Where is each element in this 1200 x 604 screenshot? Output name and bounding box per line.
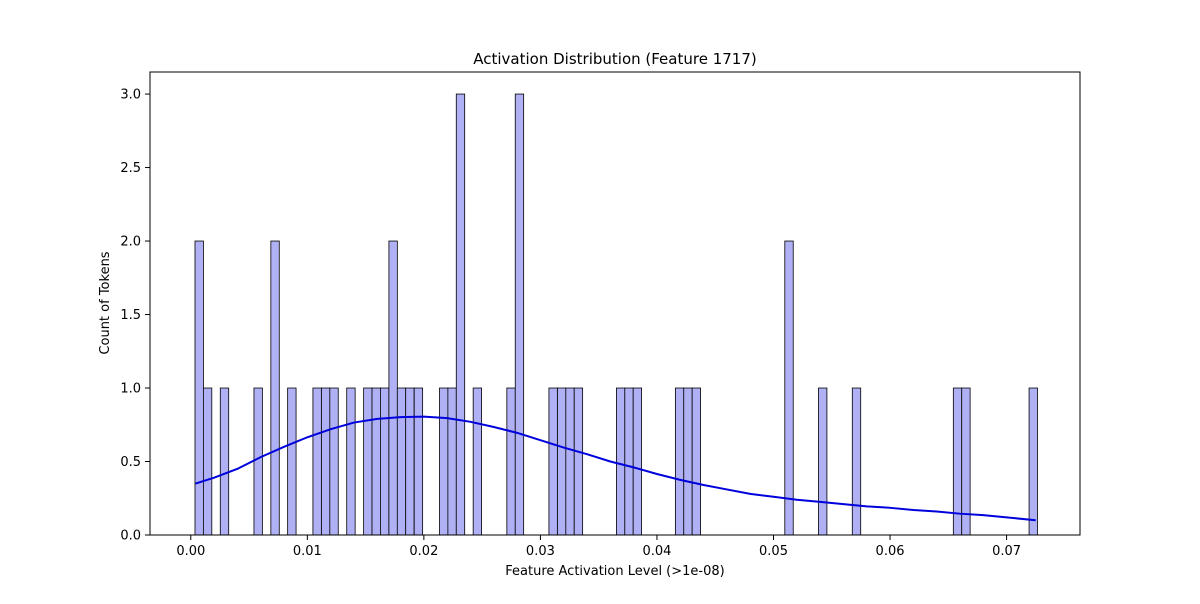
chart-title: Activation Distribution (Feature 1717) (473, 50, 756, 68)
plot-frame (149, 71, 1081, 536)
histogram-bar (455, 93, 466, 536)
histogram-bar (270, 240, 280, 536)
histogram-bar (851, 387, 862, 536)
histogram-bar (312, 387, 322, 536)
histogram-bar (194, 240, 204, 536)
histogram-bar (439, 387, 449, 536)
histogram-bar (321, 387, 331, 536)
y-tick-label: 0.0 (120, 529, 141, 544)
y-tick-label: 0.5 (120, 455, 141, 470)
histogram-bar (514, 93, 525, 536)
y-axis: 0.0 0.5 1.0 1.5 2.0 2.5 3.0 (120, 88, 150, 544)
x-tick-label: 0.03 (526, 544, 555, 559)
bars-layer (194, 93, 1038, 536)
histogram-bar (784, 240, 794, 536)
histogram-bar (818, 387, 828, 536)
histogram-bar (447, 387, 457, 536)
y-tick-label: 1.5 (120, 308, 141, 323)
y-tick-label: 2.5 (120, 161, 141, 176)
y-axis-label: Count of Tokens (98, 251, 113, 354)
x-tick-label: 0.02 (409, 544, 438, 559)
histogram-bar (253, 387, 263, 536)
histogram-bar (329, 387, 339, 536)
histogram-bar (371, 387, 381, 536)
histogram-bar (616, 387, 626, 536)
histogram-bar (674, 387, 685, 536)
histogram-bar (506, 387, 516, 536)
y-tick-label: 3.0 (120, 88, 141, 103)
histogram-bar (379, 387, 390, 536)
kde-layer (195, 415, 1036, 522)
histogram-bar (632, 387, 643, 536)
histogram-bar (388, 240, 398, 536)
histogram-bar (219, 387, 230, 536)
histogram-bar (405, 387, 415, 536)
histogram-bar (691, 387, 701, 536)
histogram-bar (624, 387, 634, 536)
histogram-bar (472, 387, 483, 536)
histogram-bar (363, 387, 373, 536)
histogram-bar (557, 387, 567, 536)
x-tick-label: 0.05 (759, 544, 788, 559)
x-tick-label: 0.07 (992, 544, 1021, 559)
kde-line (195, 415, 1036, 522)
histogram-bar (346, 387, 356, 536)
x-axis: 0.00 0.01 0.02 0.03 0.04 0.05 0.06 0.07 (176, 535, 1021, 559)
x-tick-label: 0.06 (876, 544, 905, 559)
x-tick-label: 0.04 (642, 544, 671, 559)
histogram-bar (396, 387, 407, 536)
histogram-bar (683, 387, 693, 536)
histogram-bar (413, 387, 424, 536)
x-tick-label: 0.01 (293, 544, 322, 559)
histogram-bar (548, 387, 558, 536)
histogram-bar (287, 387, 297, 536)
histogram-bar (202, 387, 213, 536)
histogram-bar (573, 387, 584, 536)
histogram-bar (565, 387, 575, 536)
histogram-bar (1028, 387, 1038, 536)
x-tick-label: 0.00 (176, 544, 205, 559)
x-axis-label: Feature Activation Level (>1e-08) (505, 564, 724, 579)
y-tick-label: 1.0 (120, 382, 141, 397)
y-tick-label: 2.0 (120, 235, 141, 250)
